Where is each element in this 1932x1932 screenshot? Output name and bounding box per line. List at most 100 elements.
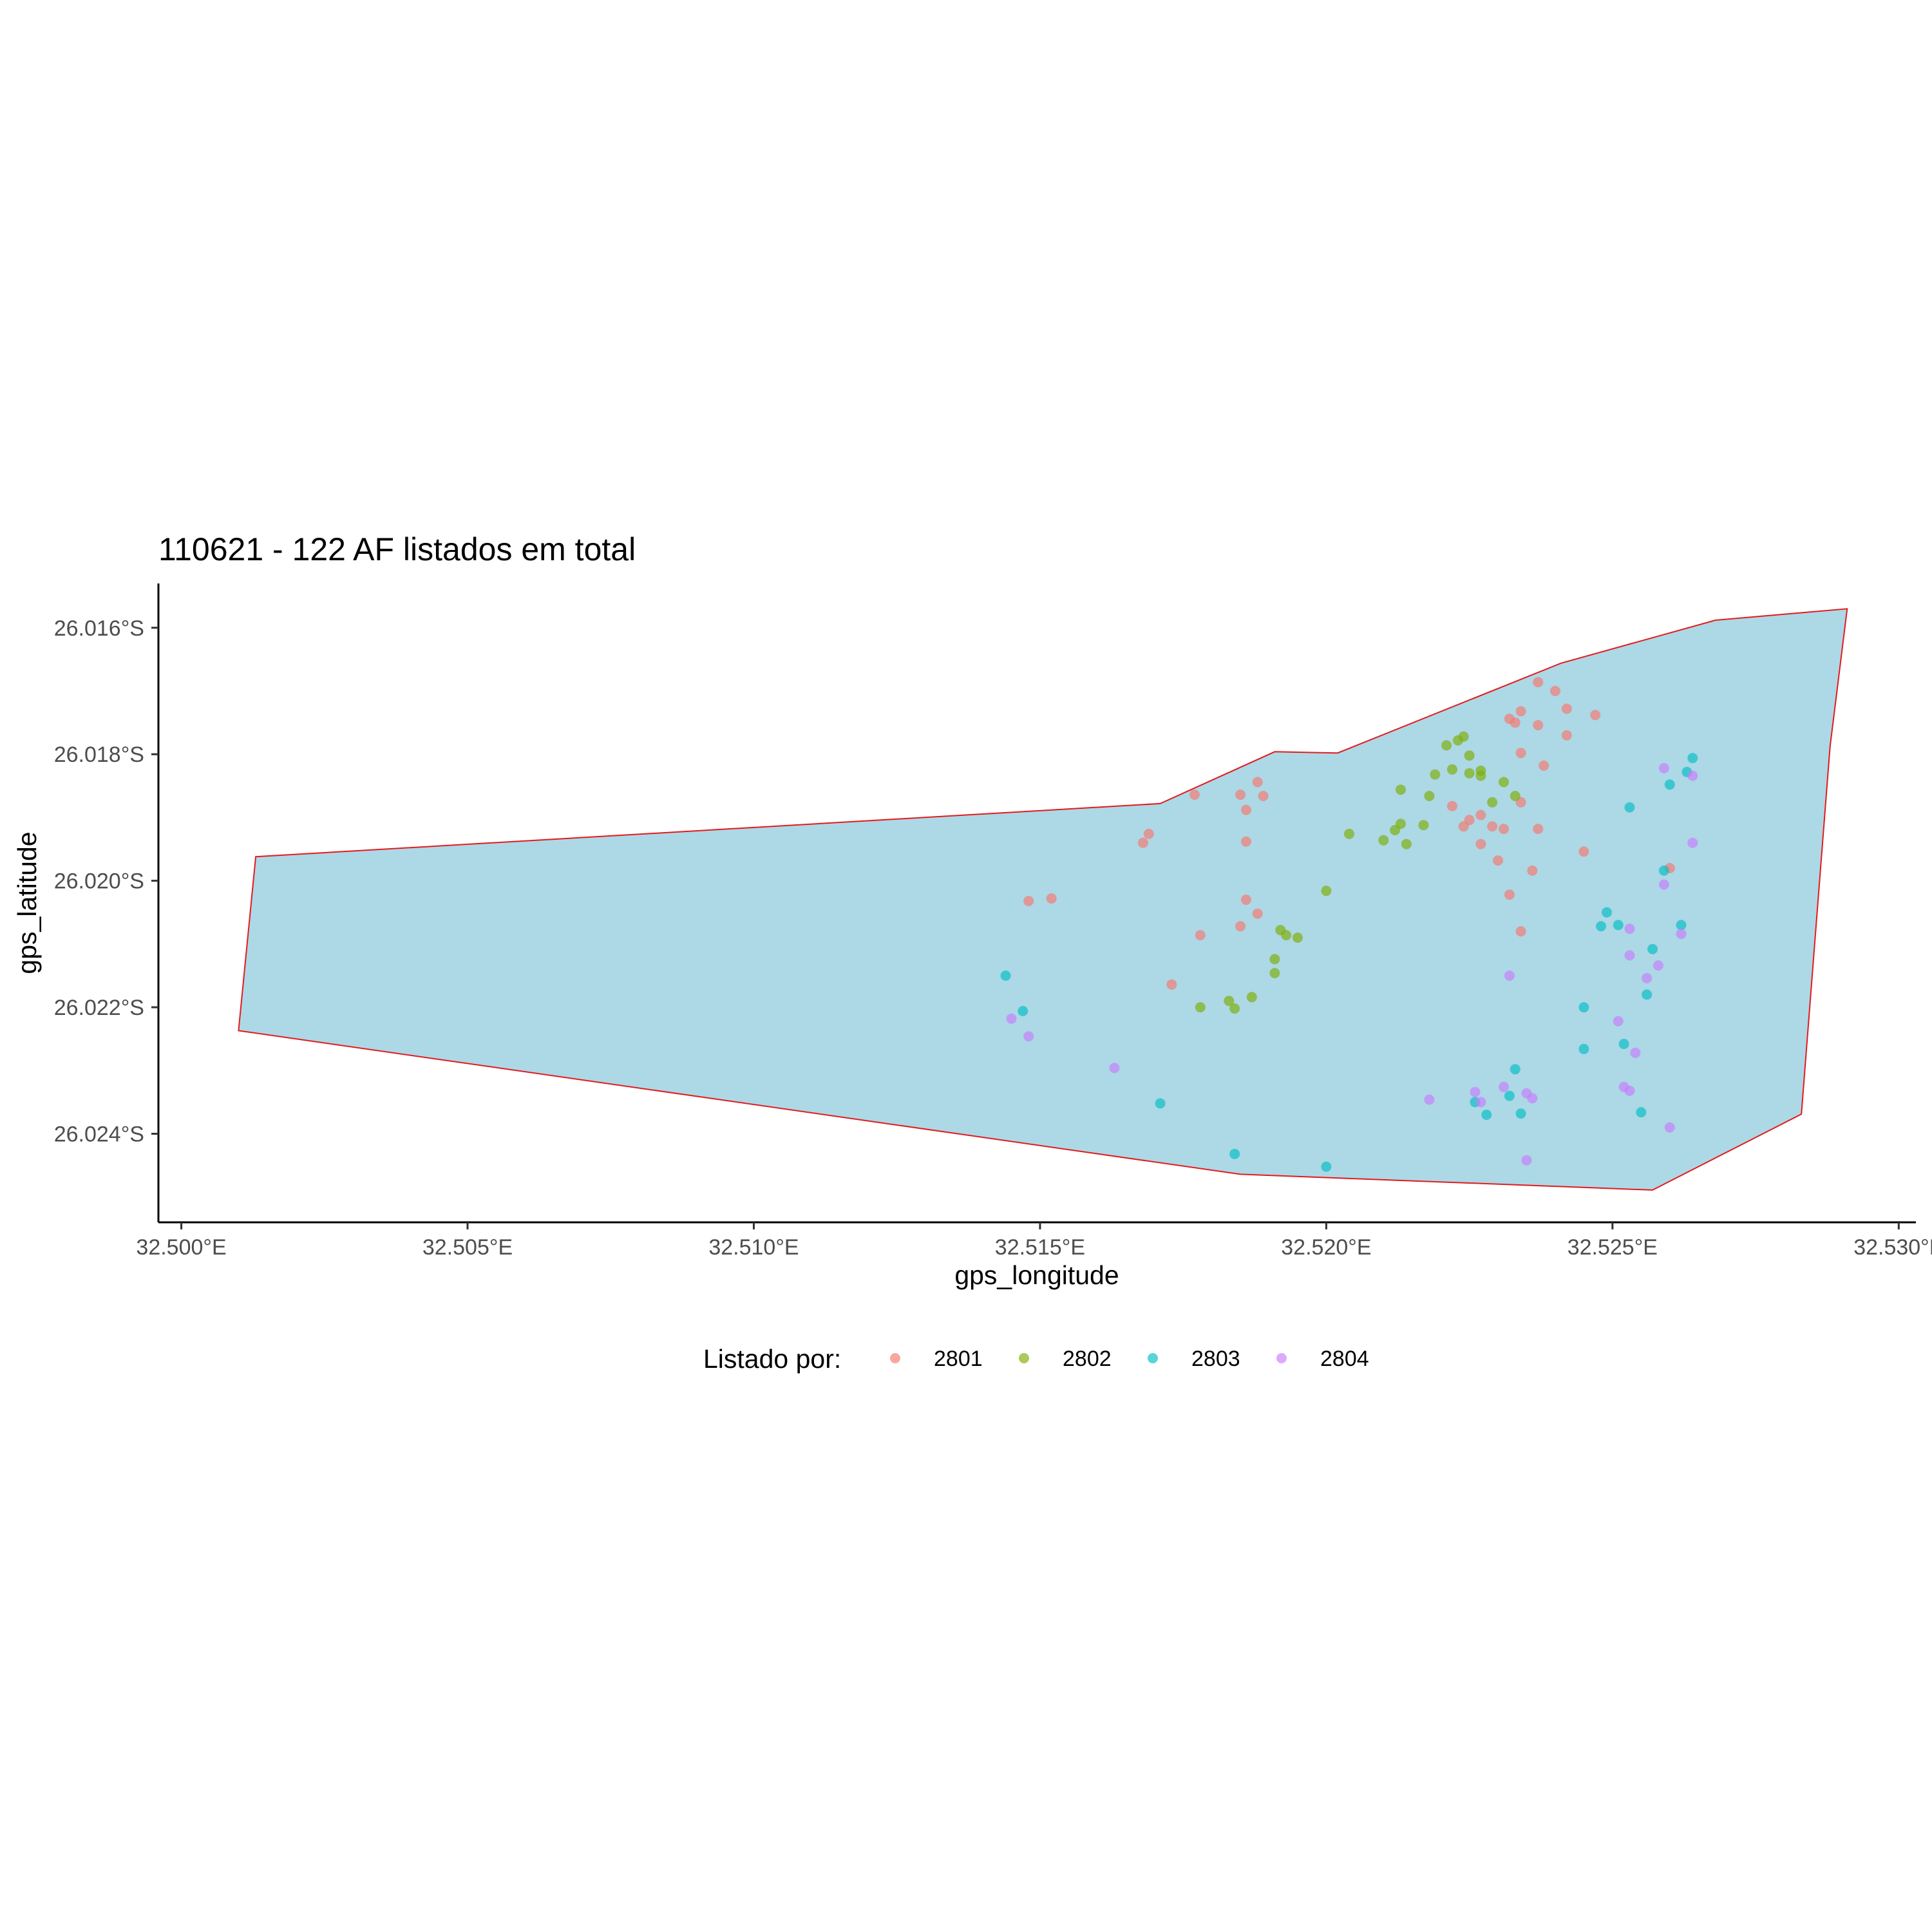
plot-area xyxy=(238,608,1848,1191)
point-2804 xyxy=(1687,837,1698,848)
point-2801 xyxy=(1515,706,1526,717)
point-2803 xyxy=(1481,1110,1492,1120)
point-2801 xyxy=(1515,926,1526,937)
y-axis-title: gps_latitude xyxy=(12,831,42,974)
legend-key-2801 xyxy=(890,1353,900,1363)
legend-label-2802: 2802 xyxy=(1063,1347,1112,1371)
point-2803 xyxy=(1504,1090,1515,1101)
point-2803 xyxy=(1229,1148,1240,1159)
point-2803 xyxy=(1018,1006,1028,1016)
x-tick-label: 32.520°E xyxy=(1281,1235,1371,1260)
point-2803 xyxy=(1613,920,1624,931)
point-2803 xyxy=(1624,802,1635,813)
point-2802 xyxy=(1378,835,1389,846)
point-2802 xyxy=(1430,769,1441,780)
point-2802 xyxy=(1344,828,1354,839)
point-2803 xyxy=(1687,753,1698,764)
point-2801 xyxy=(1510,717,1520,728)
point-2804 xyxy=(1527,1093,1538,1104)
point-2804 xyxy=(1470,1086,1481,1097)
point-2801 xyxy=(1487,821,1498,832)
point-2801 xyxy=(1550,686,1560,696)
point-2802 xyxy=(1441,740,1452,751)
point-2803 xyxy=(1642,989,1653,1000)
point-2801 xyxy=(1475,810,1486,820)
point-2802 xyxy=(1464,768,1475,779)
x-tick-label: 32.505°E xyxy=(422,1235,513,1260)
point-2801 xyxy=(1166,979,1177,990)
point-2804 xyxy=(1630,1047,1641,1058)
point-2801 xyxy=(1561,730,1572,741)
point-2801 xyxy=(1023,896,1034,907)
point-2802 xyxy=(1281,930,1292,941)
point-2802 xyxy=(1246,992,1257,1003)
point-2804 xyxy=(1676,929,1687,940)
point-2804 xyxy=(1624,923,1635,934)
point-2802 xyxy=(1424,791,1435,801)
point-2801 xyxy=(1527,865,1538,876)
point-2801 xyxy=(1235,921,1246,932)
legend-key-2804 xyxy=(1276,1353,1287,1363)
point-2801 xyxy=(1138,837,1148,848)
x-axis-ticks: 32.500°E 32.505°E 32.510°E 32.515°E 32.520°E… xyxy=(136,1222,1932,1260)
point-2803 xyxy=(1602,907,1612,918)
point-2804 xyxy=(1504,971,1515,981)
point-2803 xyxy=(1321,1161,1332,1172)
point-2802 xyxy=(1487,797,1498,808)
point-2801 xyxy=(1561,703,1572,714)
legend-items: 2801 2802 2803 2804 xyxy=(890,1347,1369,1371)
point-2801 xyxy=(1252,908,1263,919)
point-2801 xyxy=(1189,790,1200,800)
y-axis-ticks: 26.016°S 26.018°S 26.020°S 26.022°S 26.024°S xyxy=(54,616,158,1146)
point-2801 xyxy=(1046,893,1057,904)
point-2803 xyxy=(1664,779,1675,790)
point-2803 xyxy=(1000,971,1011,981)
point-2804 xyxy=(1664,1122,1675,1133)
point-2804 xyxy=(1613,1016,1624,1027)
point-2802 xyxy=(1321,886,1332,896)
point-2802 xyxy=(1452,735,1463,746)
point-2801 xyxy=(1499,824,1509,835)
point-2803 xyxy=(1658,865,1669,876)
point-2801 xyxy=(1241,836,1251,847)
point-2801 xyxy=(1241,895,1251,905)
point-2803 xyxy=(1155,1098,1166,1109)
point-2802 xyxy=(1269,968,1280,978)
point-2803 xyxy=(1578,1002,1589,1013)
point-2803 xyxy=(1647,943,1658,954)
y-tick-label: 26.022°S xyxy=(54,996,144,1020)
point-2802 xyxy=(1447,764,1457,775)
point-2804 xyxy=(1642,972,1653,983)
point-2803 xyxy=(1578,1043,1589,1054)
point-2804 xyxy=(1006,1013,1017,1024)
point-2804 xyxy=(1521,1155,1532,1166)
point-2801 xyxy=(1533,720,1544,730)
point-2802 xyxy=(1269,954,1280,965)
point-2802 xyxy=(1475,770,1486,781)
point-2801 xyxy=(1258,791,1269,801)
point-2804 xyxy=(1658,879,1669,890)
x-axis-title: gps_longitude xyxy=(954,1260,1119,1290)
x-tick-label: 32.530°E xyxy=(1853,1235,1932,1260)
point-2801 xyxy=(1578,846,1589,857)
y-tick-label: 26.020°S xyxy=(54,869,144,894)
y-tick-label: 26.016°S xyxy=(54,616,144,641)
point-2802 xyxy=(1510,791,1520,801)
point-2804 xyxy=(1624,950,1635,961)
point-2801 xyxy=(1493,855,1504,866)
y-tick-label: 26.024°S xyxy=(54,1122,144,1146)
data-points xyxy=(1000,677,1698,1172)
legend-label-2803: 2803 xyxy=(1191,1347,1240,1371)
point-2801 xyxy=(1143,828,1154,839)
point-2804 xyxy=(1687,770,1698,781)
point-2801 xyxy=(1195,930,1206,941)
point-2802 xyxy=(1499,777,1509,788)
point-2801 xyxy=(1241,804,1251,815)
point-2802 xyxy=(1390,825,1401,835)
point-2801 xyxy=(1235,790,1246,800)
point-2801 xyxy=(1458,821,1469,832)
legend-key-2802 xyxy=(1019,1353,1029,1363)
x-tick-label: 32.515°E xyxy=(995,1235,1085,1260)
point-2803 xyxy=(1596,921,1607,932)
